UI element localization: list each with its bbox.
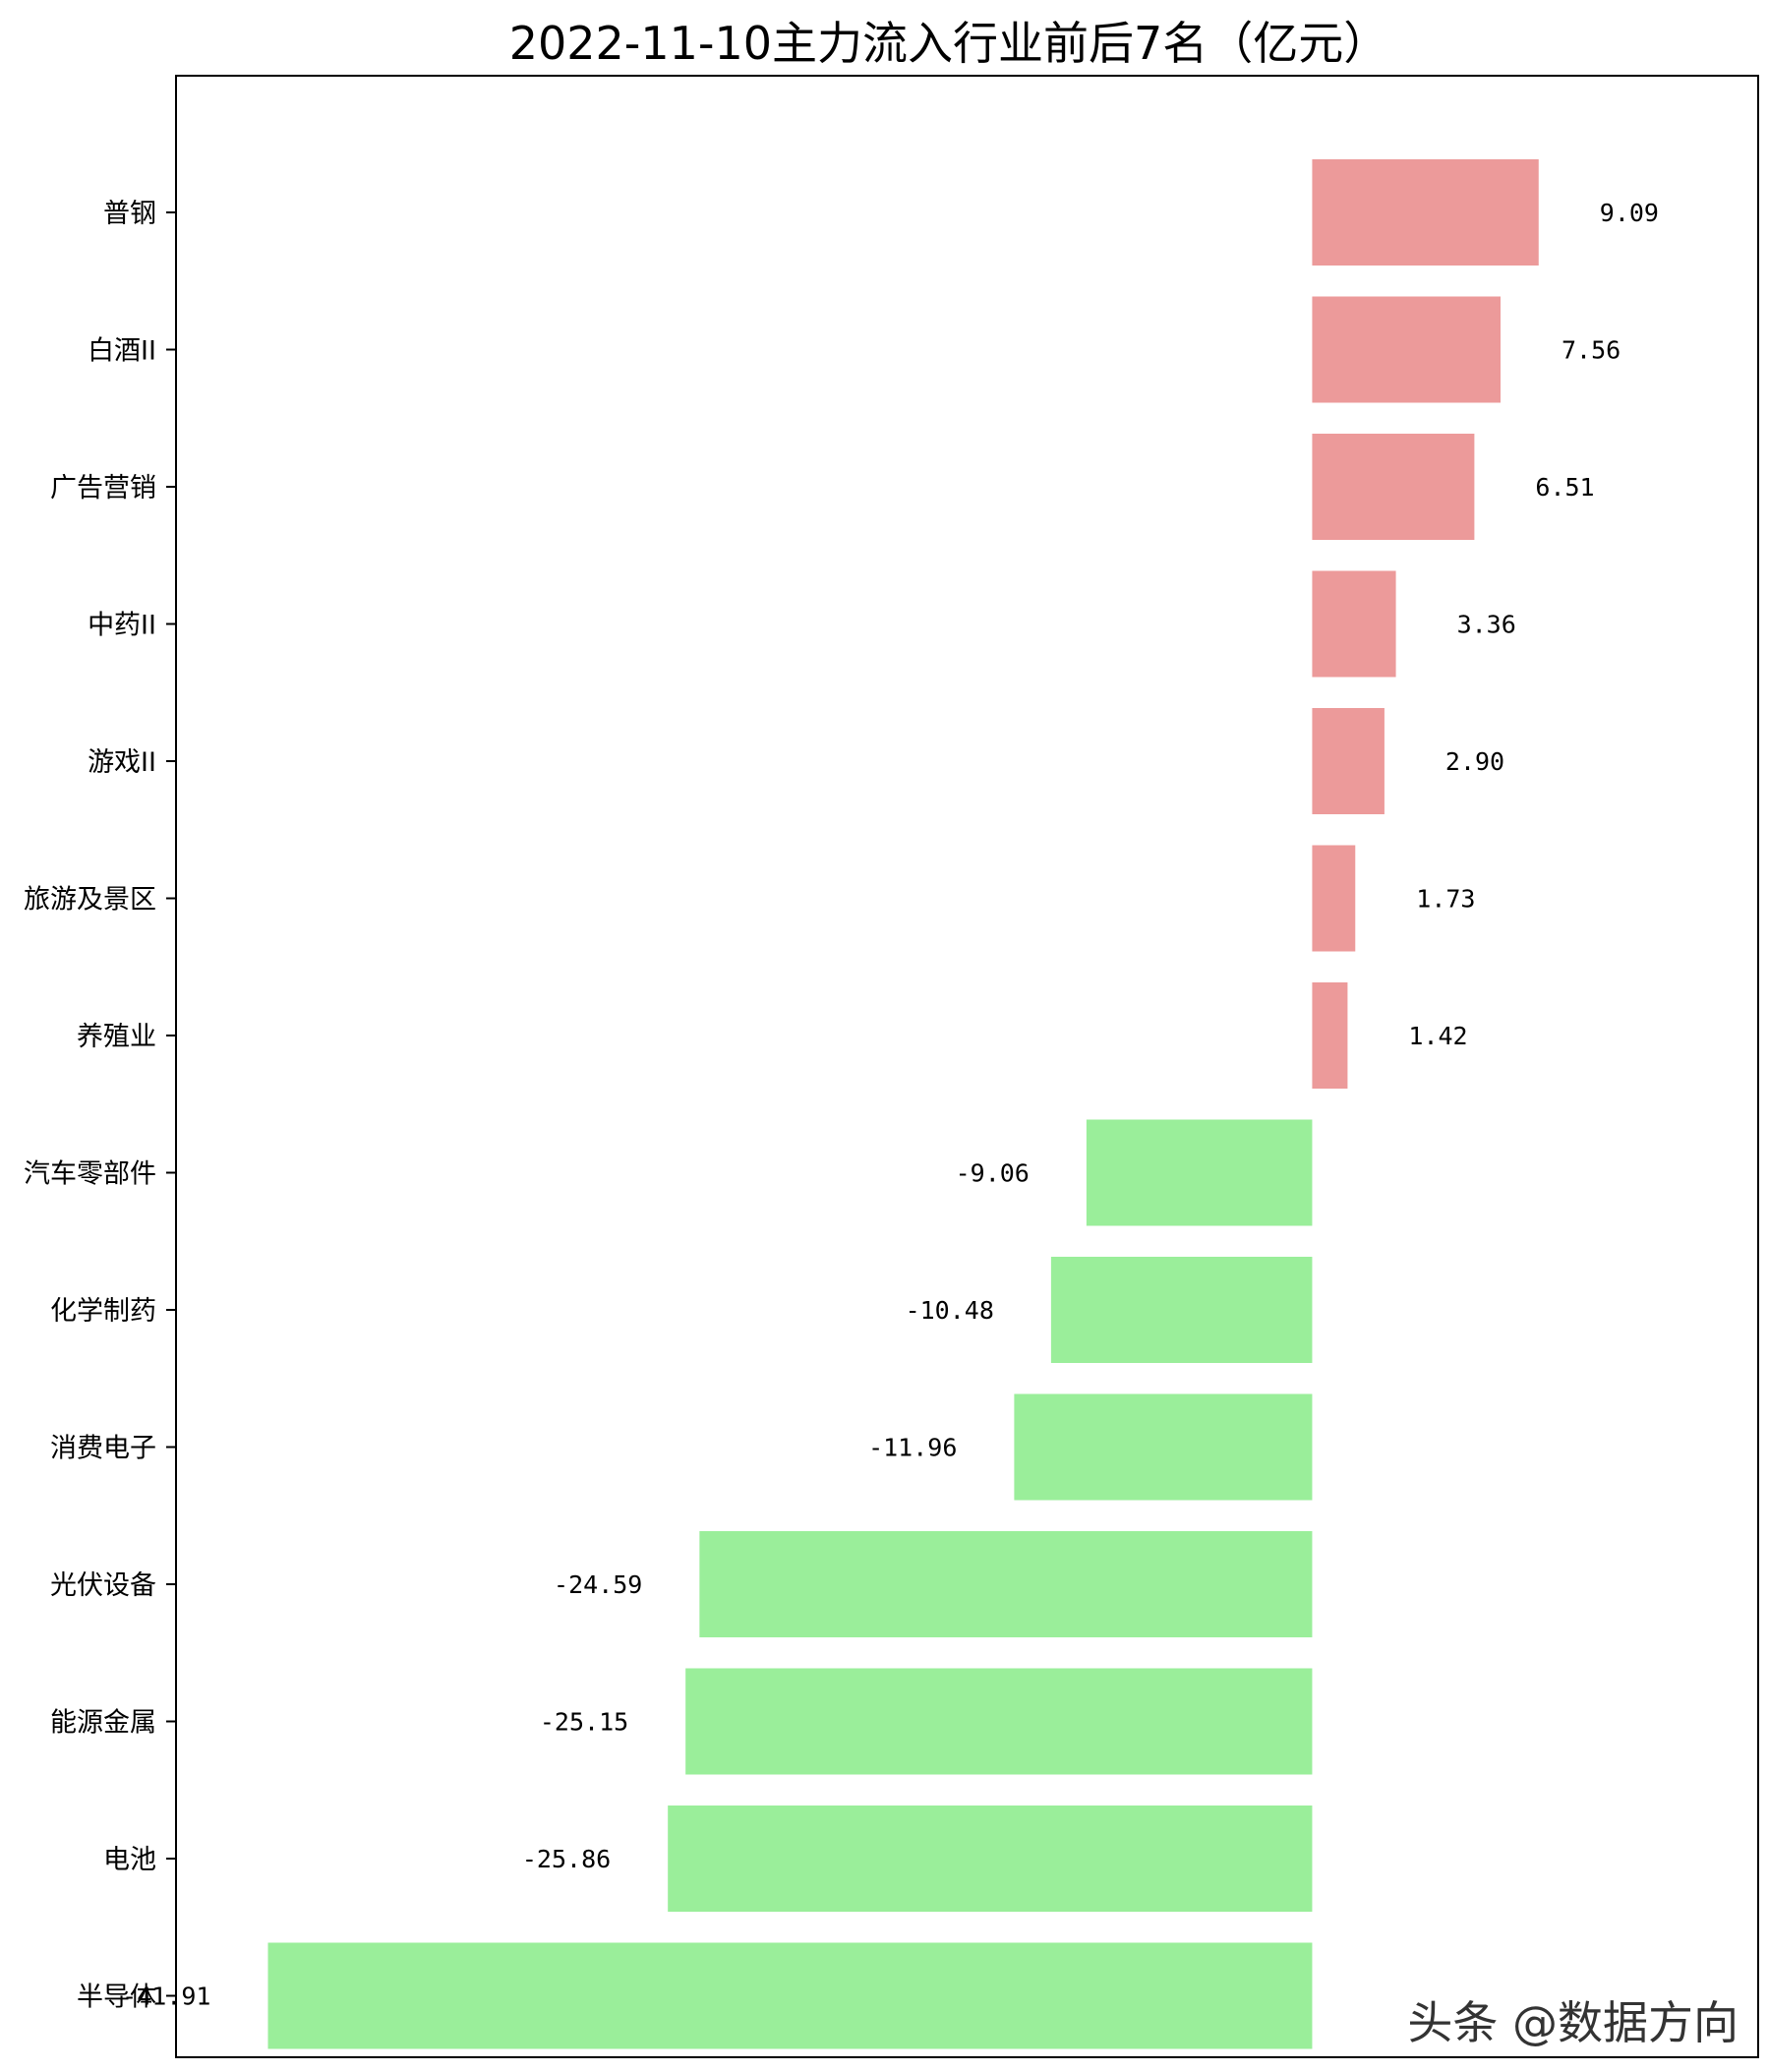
watermark-text: 头条 @数据方向	[1407, 1996, 1739, 2049]
bar-1	[1312, 296, 1501, 403]
value-label-4: 2.90	[1445, 747, 1504, 776]
value-label-0: 9.09	[1600, 199, 1659, 227]
bar-4	[1312, 708, 1385, 814]
y-tick-label-8: 化学制药	[50, 1296, 156, 1327]
y-tick-label-3: 中药II	[88, 611, 156, 641]
value-label-12: -25.86	[522, 1845, 611, 1873]
value-label-7: -9.06	[956, 1159, 1030, 1188]
bar-2	[1312, 434, 1475, 540]
value-label-8: -10.48	[906, 1296, 994, 1325]
bar-12	[668, 1806, 1313, 1912]
bars-layer	[267, 159, 1539, 2049]
y-tick-label-6: 养殖业	[77, 1022, 156, 1052]
y-tick-label-5: 旅游及景区	[24, 885, 156, 916]
y-tick-label-4: 游戏II	[88, 747, 156, 778]
value-label-5: 1.73	[1416, 885, 1475, 914]
bar-0	[1312, 159, 1539, 266]
plot-frame	[175, 75, 1759, 2058]
chart-title: 2022-11-10主力流入行业前后7名（亿元）	[509, 17, 1389, 70]
value-label-3: 3.36	[1457, 611, 1516, 639]
bar-6	[1312, 982, 1348, 1089]
y-tick-label-9: 消费电子	[50, 1434, 156, 1464]
y-tick-label-7: 汽车零部件	[24, 1159, 156, 1190]
bar-3	[1312, 570, 1396, 678]
value-label-1: 7.56	[1562, 336, 1621, 365]
bar-9	[1014, 1393, 1313, 1501]
y-tick-label-2: 广告营销	[50, 473, 156, 503]
y-tick-label-12: 电池	[103, 1845, 156, 1875]
y-tick-label-10: 光伏设备	[50, 1570, 156, 1601]
value-labels-layer: 9.09 7.56 6.51 3.36 2.90 1.73 1.42 -9.06 -10.48 -…	[122, 199, 1659, 2011]
bar-7	[1086, 1119, 1313, 1226]
value-label-10: -24.59	[554, 1570, 642, 1599]
bar-10	[699, 1531, 1313, 1637]
value-label-9: -11.96	[868, 1434, 957, 1462]
bar-5	[1312, 845, 1356, 952]
bar-8	[1050, 1257, 1313, 1363]
bar-11	[685, 1668, 1313, 1775]
y-tick-label-11: 能源金属	[50, 1708, 156, 1739]
value-label-6: 1.42	[1408, 1022, 1467, 1050]
y-tick-label-13: 半导体	[77, 1983, 156, 2013]
value-label-11: -25.15	[540, 1708, 628, 1737]
value-label-2: 6.51	[1535, 473, 1594, 502]
y-tick-label-0: 普钢	[103, 199, 156, 229]
bar-13	[267, 1942, 1313, 2049]
y-tick-label-1: 白酒II	[88, 336, 156, 367]
